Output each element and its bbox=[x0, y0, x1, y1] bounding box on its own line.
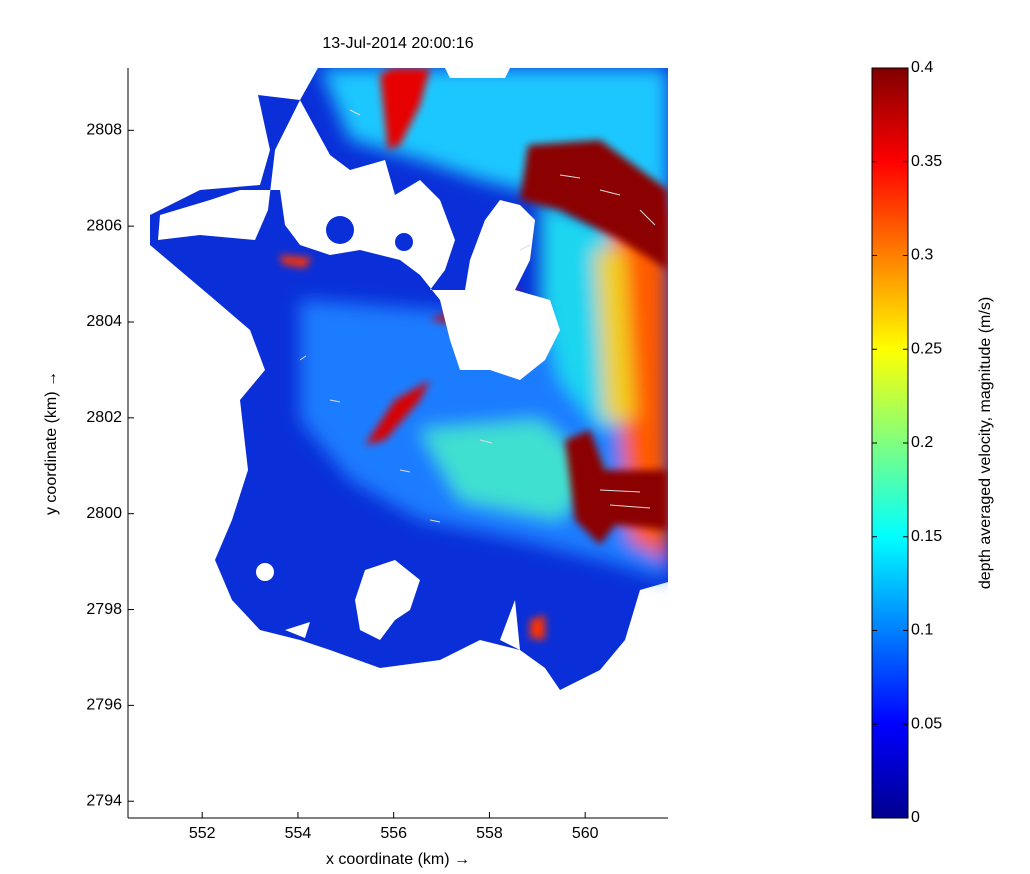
velocity-arrows bbox=[299, 109, 656, 523]
y-tick-label: 2800 bbox=[86, 505, 122, 522]
colorbar-tick-label: 0 bbox=[911, 809, 920, 826]
y-tick-label: 2804 bbox=[86, 313, 122, 330]
colorbar-tick-label: 0.4 bbox=[911, 59, 933, 76]
y-tick-label: 2794 bbox=[86, 792, 122, 809]
x-tick-label: 558 bbox=[476, 825, 503, 842]
x-tick-label: 554 bbox=[285, 825, 312, 842]
colorbar-tick-label: 0.2 bbox=[911, 434, 933, 451]
y-tick-label: 2802 bbox=[86, 409, 122, 426]
colorbar-tick-label: 0.25 bbox=[911, 340, 942, 357]
land bbox=[158, 68, 560, 650]
x-tick-label: 552 bbox=[189, 825, 216, 842]
chart-title: 13-Jul-2014 20:00:16 bbox=[322, 35, 473, 52]
y-tick-label: 2798 bbox=[86, 601, 122, 618]
colorbar bbox=[872, 68, 908, 818]
y-tick-label: 2796 bbox=[86, 697, 122, 714]
velocity-field bbox=[150, 68, 668, 690]
y-axis-label: y coordinate (km) → bbox=[43, 371, 60, 515]
colorbar-tick-label: 0.3 bbox=[911, 247, 933, 264]
y-tick-label: 2806 bbox=[86, 217, 122, 234]
y-tick-label: 2808 bbox=[86, 122, 122, 139]
colorbar-tick-label: 0.05 bbox=[911, 715, 942, 732]
colorbar-tick-label: 0.1 bbox=[911, 622, 933, 639]
colorbar-tick-label: 0.35 bbox=[911, 153, 942, 170]
colorbar-tick-label: 0.15 bbox=[911, 528, 942, 545]
colorbar-label: depth averaged velocity, magnitude (m/s) bbox=[977, 297, 994, 589]
x-tick-label: 560 bbox=[572, 825, 599, 842]
x-tick-label: 556 bbox=[380, 825, 407, 842]
x-axis-label: x coordinate (km) → bbox=[326, 851, 470, 868]
